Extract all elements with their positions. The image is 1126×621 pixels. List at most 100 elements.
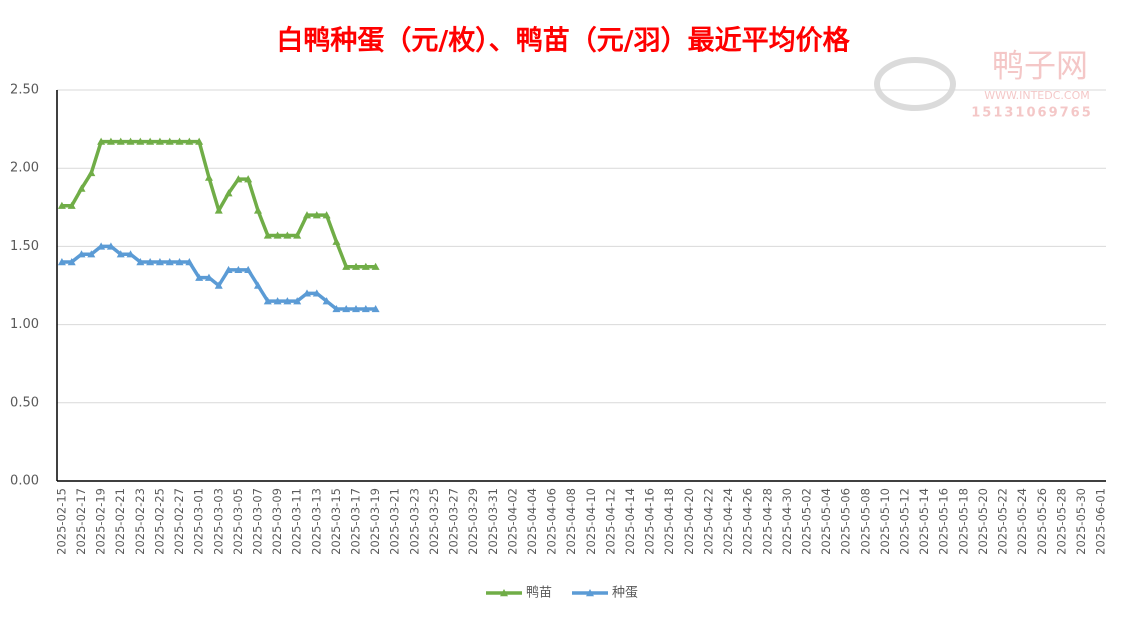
series-marker <box>224 265 233 274</box>
series-marker <box>146 137 155 145</box>
series-marker <box>97 242 106 250</box>
series-marker <box>342 304 351 313</box>
x-tick-label: 2025-05-06 <box>839 488 853 555</box>
series-marker <box>332 304 341 313</box>
series-marker <box>263 231 272 239</box>
series-marker <box>116 137 125 145</box>
series-marker <box>283 231 292 239</box>
series-marker <box>195 273 204 281</box>
series-marker <box>136 258 145 266</box>
y-tick-label: 1.00 <box>10 317 39 332</box>
y-tick-label: 0.50 <box>10 395 39 410</box>
series-marker <box>57 201 66 209</box>
series-marker <box>97 137 106 145</box>
series-marker <box>185 137 194 145</box>
series-marker <box>126 137 135 145</box>
series-marker <box>234 265 243 274</box>
series-marker <box>253 206 262 214</box>
x-tick-label: 2025-03-17 <box>349 488 363 555</box>
x-tick-label: 2025-04-30 <box>780 488 794 555</box>
x-tick-label: 2025-04-10 <box>584 488 598 555</box>
legend-marker <box>586 589 594 597</box>
series-marker <box>293 231 302 239</box>
series-marker <box>155 258 164 266</box>
series-marker <box>57 258 66 266</box>
series-marker <box>106 242 115 250</box>
x-tick-label: 2025-02-23 <box>133 488 147 555</box>
x-tick-label: 2025-03-13 <box>309 488 323 555</box>
series-marker <box>204 173 213 181</box>
series-marker <box>224 189 233 197</box>
y-tick-label: 1.50 <box>10 239 39 254</box>
y-tick-label: 2.50 <box>10 83 39 98</box>
watermark-logo <box>874 57 956 111</box>
x-tick-label: 2025-05-02 <box>799 488 813 555</box>
x-tick-label: 2025-02-21 <box>113 488 127 555</box>
series-marker <box>322 211 331 219</box>
x-tick-label: 2025-05-04 <box>819 488 833 555</box>
legend-label: 种蛋 <box>612 586 638 601</box>
x-tick-label: 2025-02-19 <box>94 488 108 555</box>
series-marker <box>302 289 311 297</box>
x-tick-label: 2025-04-24 <box>721 488 735 555</box>
x-tick-label: 2025-04-22 <box>701 488 715 555</box>
series-marker <box>302 211 311 219</box>
series-marker <box>214 206 223 214</box>
series-marker <box>371 304 380 313</box>
x-tick-label: 2025-02-27 <box>172 488 186 555</box>
series-marker <box>361 304 370 313</box>
x-tick-label: 2025-04-28 <box>760 488 774 555</box>
x-tick-label: 2025-02-17 <box>74 488 88 555</box>
x-tick-label: 2025-03-29 <box>466 488 480 555</box>
legend-marker <box>500 589 508 597</box>
x-tick-label: 2025-04-12 <box>603 488 617 555</box>
x-tick-label: 2025-03-23 <box>407 488 421 555</box>
series-marker <box>263 297 272 305</box>
x-tick-label: 2025-05-22 <box>996 488 1010 555</box>
series-marker <box>322 297 331 305</box>
x-tick-label: 2025-03-07 <box>250 488 264 555</box>
watermark-phone: 15131069765 <box>971 106 1093 121</box>
series-marker <box>273 297 282 305</box>
series-marker <box>146 258 155 266</box>
series-marker <box>87 250 96 258</box>
series-marker <box>273 231 282 239</box>
series-marker <box>371 262 380 270</box>
x-tick-label: 2025-06-01 <box>1094 488 1108 555</box>
x-tick-label: 2025-03-21 <box>388 488 402 555</box>
x-tick-label: 2025-04-08 <box>564 488 578 555</box>
series-marker <box>165 137 174 145</box>
series-marker <box>332 237 341 245</box>
x-tick-label: 2025-05-26 <box>1035 488 1049 555</box>
series-marker <box>244 265 253 274</box>
series-marker <box>312 211 321 219</box>
x-tick-label: 2025-02-25 <box>152 488 166 555</box>
x-tick-label: 2025-03-09 <box>270 488 284 555</box>
series-marker <box>195 137 204 145</box>
x-tick-label: 2025-04-04 <box>525 488 539 555</box>
y-tick-label: 0.00 <box>10 474 39 489</box>
x-tick-label: 2025-03-11 <box>290 488 304 555</box>
series-marker <box>214 281 223 289</box>
series-marker <box>175 258 184 266</box>
series-marker <box>244 175 253 183</box>
x-tick-label: 2025-04-14 <box>623 488 637 555</box>
x-tick-label: 2025-05-18 <box>956 488 970 555</box>
x-tick-label: 2025-05-28 <box>1054 488 1068 555</box>
x-tick-label: 2025-03-27 <box>447 488 461 555</box>
series-marker <box>67 258 76 266</box>
series-marker <box>253 281 262 289</box>
x-tick-label: 2025-04-18 <box>662 488 676 555</box>
x-tick-label: 2025-04-02 <box>505 488 519 555</box>
x-tick-label: 2025-04-06 <box>545 488 559 555</box>
x-tick-label: 2025-02-15 <box>54 488 68 555</box>
series-marker <box>116 250 125 258</box>
x-tick-label: 2025-03-15 <box>329 488 343 555</box>
series-marker <box>352 262 361 270</box>
x-tick-label: 2025-05-16 <box>937 488 951 555</box>
x-tick-label: 2025-04-26 <box>741 488 755 555</box>
x-tick-label: 2025-03-03 <box>211 488 225 555</box>
series-marker <box>67 201 76 209</box>
